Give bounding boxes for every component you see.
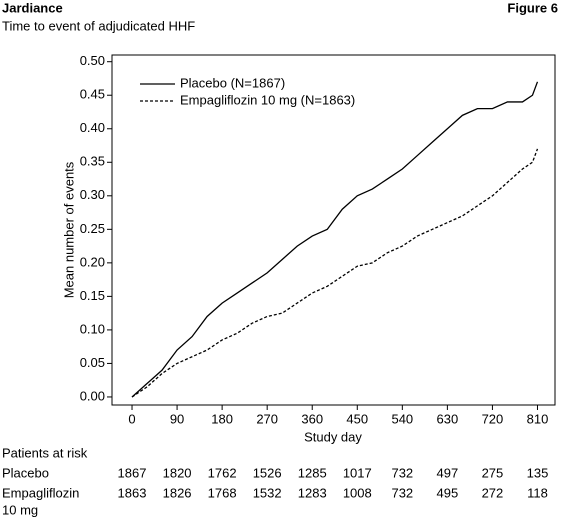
x-tick-label: 360	[301, 411, 323, 426]
y-tick-label: 0.50	[80, 53, 105, 68]
risk-value: 118	[527, 485, 548, 500]
x-tick-label: 180	[211, 411, 233, 426]
risk-value: 1283	[298, 485, 327, 500]
risk-value: 1008	[343, 485, 372, 500]
risk-value: 1820	[163, 465, 192, 480]
risk-value: 1526	[253, 465, 282, 480]
legend-label: Placebo (N=1867)	[180, 75, 285, 90]
y-tick-label: 0.35	[80, 154, 105, 169]
risk-value: 732	[391, 465, 413, 480]
x-axis-label: Study day	[304, 429, 362, 444]
x-tick-label: 450	[346, 411, 368, 426]
x-tick-label: 90	[170, 411, 184, 426]
risk-value: 495	[437, 485, 459, 500]
y-tick-label: 0.15	[80, 288, 105, 303]
y-tick-label: 0.20	[80, 254, 105, 269]
figure-label: Figure 6	[507, 0, 558, 15]
y-tick-label: 0.40	[80, 120, 105, 135]
x-tick-label: 540	[391, 411, 413, 426]
risk-title: Patients at risk	[2, 445, 88, 460]
y-tick-label: 0.25	[80, 221, 105, 236]
risk-value: 1532	[253, 485, 282, 500]
x-tick-label: 0	[128, 411, 135, 426]
y-tick-label: 0.45	[80, 87, 105, 102]
y-axis-label: Mean number of events	[61, 161, 76, 298]
series-line	[131, 148, 539, 398]
y-tick-label: 0.00	[80, 388, 105, 403]
x-tick-label: 270	[256, 411, 278, 426]
plot-frame	[111, 54, 556, 406]
risk-value: 135	[527, 465, 549, 480]
risk-value: 272	[482, 485, 504, 500]
page-title: Jardiance	[2, 0, 63, 15]
y-tick-label: 0.30	[80, 187, 105, 202]
risk-value: 1867	[118, 465, 147, 480]
risk-value: 1762	[208, 465, 237, 480]
risk-value: 732	[391, 485, 413, 500]
subtitle: Time to event of adjudicated HHF	[2, 18, 195, 33]
risk-value: 275	[482, 465, 504, 480]
risk-row-label: Empagliflozin	[2, 485, 79, 500]
x-tick-label: 630	[437, 411, 459, 426]
y-tick-label: 0.10	[80, 321, 105, 336]
risk-value: 1826	[163, 485, 192, 500]
risk-row-label: Placebo	[2, 465, 49, 480]
x-tick-label: 810	[527, 411, 549, 426]
x-tick-label: 720	[482, 411, 504, 426]
series-line	[131, 81, 539, 398]
y-tick-label: 0.05	[80, 355, 105, 370]
risk-value: 1863	[118, 485, 147, 500]
risk-value: 497	[437, 465, 459, 480]
risk-row-label: 10 mg	[2, 502, 38, 517]
risk-value: 1768	[208, 485, 237, 500]
risk-value: 1017	[343, 465, 372, 480]
legend-label: Empagliflozin 10 mg (N=1863)	[180, 92, 355, 107]
risk-value: 1285	[298, 465, 327, 480]
